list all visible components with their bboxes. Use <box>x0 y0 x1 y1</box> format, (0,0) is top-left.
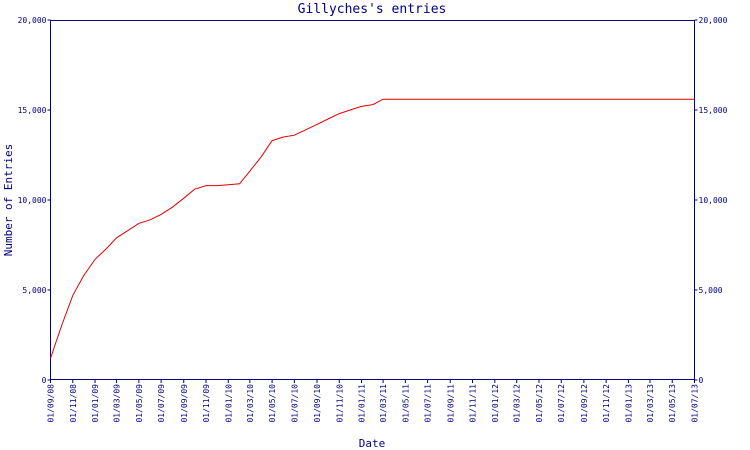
x-tick-label: 01/05/11 <box>401 384 410 423</box>
x-axis-label: Date <box>359 437 386 450</box>
y-tick-label: 5,000 <box>22 286 46 295</box>
x-tick-label: 01/07/09 <box>157 384 166 423</box>
x-tick-label: 01/11/12 <box>602 384 611 423</box>
y-tick-label: 15,000 <box>18 106 47 115</box>
x-tick-label: 01/01/11 <box>358 384 367 423</box>
y-tick-label-right: 10,000 <box>699 196 728 205</box>
series-line <box>50 98 695 359</box>
x-ticks: 01/09/08 01/11/08 01/01/09 01/03/09 01/05/09… <box>47 380 700 423</box>
y-ticks-right: 0 5,000 10,000 15,000 20,000 <box>694 16 728 385</box>
x-tick-label: 01/09/10 <box>313 384 322 423</box>
x-tick-label: 01/01/09 <box>91 384 100 423</box>
x-tick-label: 01/03/13 <box>646 384 655 423</box>
x-tick-label: 01/09/09 <box>180 384 189 423</box>
x-tick-label: 01/07/11 <box>424 384 433 423</box>
x-tick-label: 01/11/11 <box>469 384 478 423</box>
x-tick-label: 01/05/13 <box>668 384 677 423</box>
x-tick-label: 01/11/10 <box>335 384 344 423</box>
y-axis-label: Number of Entries <box>2 144 15 257</box>
y-ticks-left: 0 5,000 10,000 15,000 20,000 <box>18 16 51 385</box>
x-tick-label: 01/03/11 <box>379 384 388 423</box>
y-tick-label: 0 <box>42 376 47 385</box>
x-tick-label: 01/07/12 <box>557 384 566 423</box>
x-tick-label: 01/11/08 <box>69 384 78 423</box>
x-tick-label: 01/03/10 <box>246 384 255 423</box>
y-tick-label-right: 0 <box>699 376 704 385</box>
y-tick-label-right: 15,000 <box>699 106 728 115</box>
x-tick-label: 01/07/10 <box>290 384 299 423</box>
x-tick-label: 01/05/10 <box>268 384 277 423</box>
y-tick-label: 10,000 <box>18 196 47 205</box>
x-tick-label: 01/05/09 <box>135 384 144 423</box>
chart-title: Gillyches's entries <box>298 2 447 17</box>
y-tick-label-right: 5,000 <box>699 286 723 295</box>
x-tick-label: 01/01/12 <box>491 384 500 423</box>
x-tick-label: 01/03/09 <box>113 384 122 423</box>
x-tick-label: 01/01/13 <box>624 384 633 423</box>
x-tick-label: 01/05/12 <box>535 384 544 423</box>
x-tick-label: 01/09/11 <box>446 384 455 423</box>
x-tick-label: 01/09/12 <box>580 384 589 423</box>
x-tick-label: 01/07/13 <box>691 384 700 423</box>
y-tick-label-right: 20,000 <box>699 16 728 25</box>
x-tick-label: 01/11/09 <box>202 384 211 423</box>
x-tick-label: 01/03/12 <box>513 384 522 423</box>
x-tick-label: 01/01/10 <box>224 384 233 423</box>
x-tick-label: 01/09/08 <box>47 384 56 423</box>
y-tick-label: 20,000 <box>18 16 47 25</box>
